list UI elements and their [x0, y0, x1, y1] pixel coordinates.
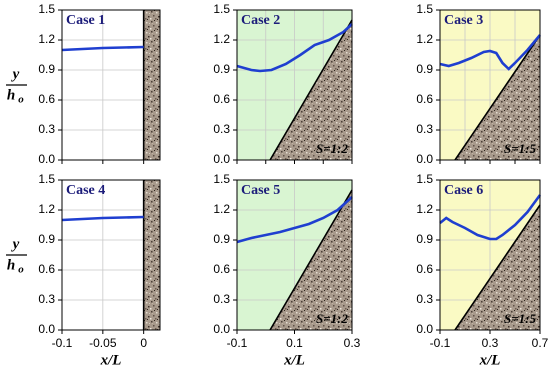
y-tick-label: 0.3 — [38, 122, 55, 136]
y-tick-label: 0.3 — [416, 122, 433, 136]
x-tick-label: -0.1 — [227, 336, 248, 350]
y-axis-label: h — [7, 257, 15, 273]
x-tick-label: -0.05 — [89, 336, 117, 350]
y-tick-label: 1.5 — [416, 172, 433, 186]
panel-title: Case 2 — [241, 13, 280, 28]
x-tick-label: 0.7 — [532, 336, 549, 350]
x-tick-label: 0.3 — [344, 336, 361, 350]
x-tick-label: -0.1 — [430, 336, 451, 350]
panel-title: Case 6 — [444, 183, 483, 198]
x-axis-label: x/L — [100, 352, 122, 368]
annotation: S=1:5 — [504, 311, 536, 326]
y-tick-label: 0.9 — [416, 232, 433, 246]
y-tick-label: 1.5 — [38, 2, 55, 16]
water-surface — [236, 196, 353, 244]
y-axis-label-sub: o — [18, 94, 24, 106]
y-tick-label: 0.3 — [38, 292, 55, 306]
bed — [143, 180, 160, 330]
y-tick-label: 0.0 — [213, 322, 230, 336]
x-tick-label: 0.1 — [286, 336, 303, 350]
y-tick-label: 0.6 — [213, 262, 230, 276]
y-axis-label: y — [11, 236, 20, 252]
y-tick-label: 1.5 — [213, 2, 230, 16]
bed-line — [269, 189, 353, 331]
y-axis-label: h — [7, 87, 15, 103]
plot-frame — [439, 9, 541, 161]
y-tick-label: 0.9 — [416, 62, 433, 76]
panel-title: Case 3 — [444, 13, 483, 28]
y-tick-label: 0.3 — [213, 122, 230, 136]
water-surface — [439, 194, 542, 241]
y-tick-label: 0.6 — [38, 262, 55, 276]
x-tick-label: 0.3 — [482, 336, 499, 350]
y-tick-label: 0.9 — [213, 232, 230, 246]
y-tick-label: 1.2 — [213, 202, 230, 216]
x-axis-label: x/L — [283, 352, 305, 368]
y-tick-label: 0.9 — [38, 232, 55, 246]
y-tick-label: 0.9 — [213, 62, 230, 76]
panel-title: Case 1 — [66, 13, 105, 28]
y-tick-label: 0.3 — [213, 292, 230, 306]
panel-title: Case 5 — [241, 183, 280, 198]
y-tick-label: 1.5 — [38, 172, 55, 186]
y-tick-label: 1.5 — [416, 2, 433, 16]
water-surface — [439, 34, 541, 71]
y-tick-label: 0.0 — [213, 152, 230, 166]
y-axis-label: y — [11, 66, 20, 82]
annotation: S=1:2 — [316, 311, 348, 326]
y-tick-label: 0.0 — [416, 322, 433, 336]
x-tick-label: 0 — [140, 336, 147, 350]
annotation: S=1:2 — [316, 141, 348, 156]
y-tick-label: 0.0 — [38, 152, 55, 166]
water-surface — [61, 215, 144, 222]
panel-title: Case 4 — [66, 183, 105, 198]
annotation: S=1:5 — [504, 141, 536, 156]
y-tick-label: 0.6 — [416, 92, 433, 106]
y-tick-label: 1.2 — [38, 32, 55, 46]
y-tick-label: 0.6 — [416, 262, 433, 276]
y-tick-label: 1.2 — [416, 202, 433, 216]
x-axis-label: x/L — [479, 352, 501, 368]
bed-line — [454, 34, 541, 161]
bed-line — [269, 19, 353, 161]
x-tick-label: -0.1 — [52, 336, 73, 350]
plot-frame — [236, 9, 353, 161]
y-tick-label: 0.3 — [416, 292, 433, 306]
y-tick-label: 1.2 — [38, 202, 55, 216]
y-tick-label: 0.0 — [38, 322, 55, 336]
y-tick-label: 0.0 — [416, 152, 433, 166]
y-tick-label: 0.9 — [38, 62, 55, 76]
y-axis-label-sub: o — [18, 264, 24, 276]
y-tick-label: 1.5 — [213, 172, 230, 186]
y-tick-label: 0.6 — [213, 92, 230, 106]
plot-frame — [61, 179, 161, 331]
plot-frame — [61, 9, 161, 161]
bed-line — [454, 204, 541, 331]
plot-frame — [236, 179, 353, 331]
water-surface — [236, 23, 353, 73]
y-tick-label: 1.2 — [416, 32, 433, 46]
water-surface — [61, 45, 144, 52]
y-tick-label: 0.6 — [38, 92, 55, 106]
y-tick-label: 1.2 — [213, 32, 230, 46]
plot-frame — [439, 179, 541, 331]
bed — [143, 10, 160, 160]
